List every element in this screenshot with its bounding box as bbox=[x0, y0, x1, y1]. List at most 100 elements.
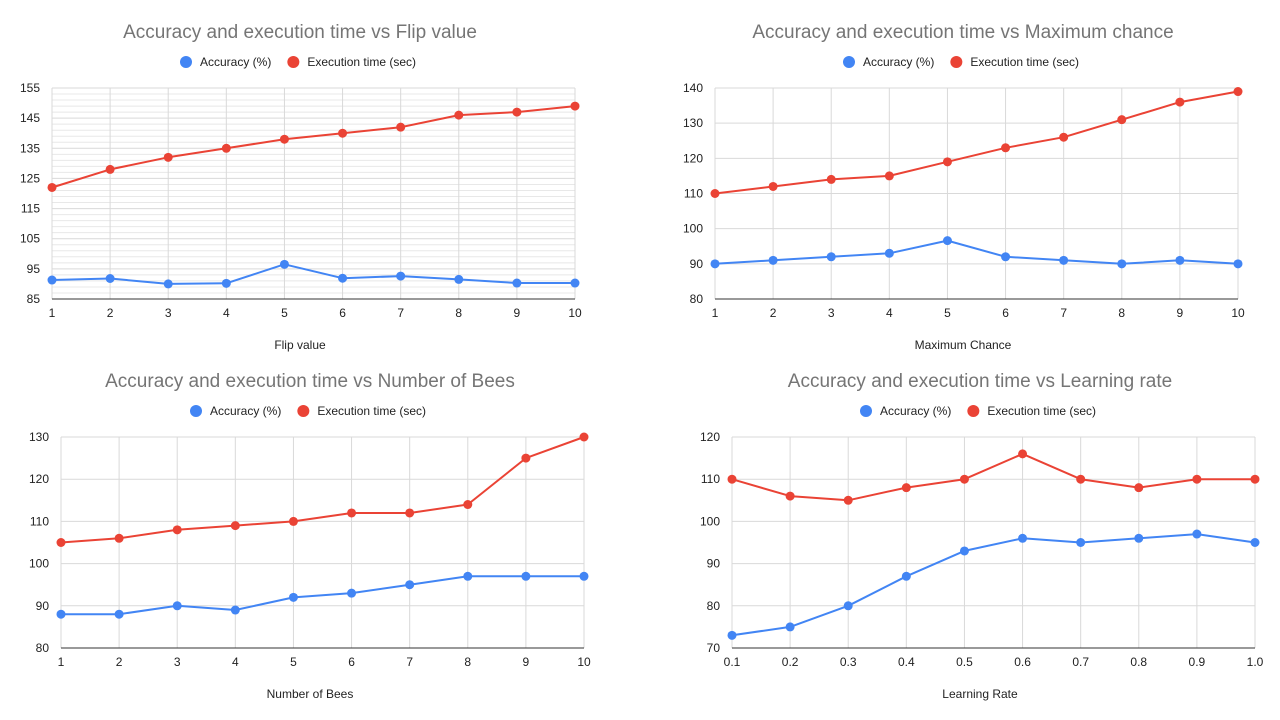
data-point-execution-time bbox=[512, 107, 522, 117]
x-tick-label: 8 bbox=[464, 655, 471, 669]
x-tick-label: 5 bbox=[281, 306, 288, 320]
legend-label-execution-time: Execution time (sec) bbox=[317, 404, 426, 418]
x-tick-label: 8 bbox=[455, 306, 462, 320]
x-tick-label: 4 bbox=[232, 655, 239, 669]
x-tick-label: 1 bbox=[712, 306, 719, 320]
data-point-accuracy bbox=[1250, 538, 1260, 547]
data-point-execution-time bbox=[1250, 474, 1260, 484]
x-tick-label: 0.7 bbox=[1072, 655, 1089, 669]
data-point-accuracy bbox=[405, 580, 415, 590]
data-point-execution-time bbox=[901, 483, 911, 493]
x-tick-label: 9 bbox=[523, 655, 530, 669]
x-tick-label: 3 bbox=[828, 306, 835, 320]
legend-label-accuracy: Accuracy (%) bbox=[863, 55, 934, 69]
x-tick-label: 5 bbox=[944, 306, 951, 320]
data-point-execution-time bbox=[1117, 115, 1127, 125]
series-line-accuracy bbox=[714, 239, 1239, 265]
x-tick-label: 0.5 bbox=[956, 655, 973, 669]
y-tick-label: 90 bbox=[690, 257, 704, 271]
data-point-execution-time bbox=[768, 181, 778, 191]
y-tick-label: 100 bbox=[700, 514, 720, 528]
data-point-execution-time bbox=[579, 432, 589, 442]
data-point-execution-time bbox=[710, 189, 720, 198]
series-line-execution-time bbox=[731, 452, 1255, 502]
y-tick-label: 110 bbox=[701, 472, 720, 486]
data-point-execution-time bbox=[1134, 483, 1144, 493]
legend-marker-accuracy bbox=[180, 56, 192, 68]
data-point-execution-time bbox=[843, 495, 853, 505]
legend-marker-accuracy bbox=[860, 405, 872, 417]
data-point-accuracy bbox=[768, 255, 778, 265]
x-tick-label: 9 bbox=[1177, 306, 1184, 320]
data-point-accuracy bbox=[221, 278, 231, 288]
data-point-execution-time bbox=[105, 164, 115, 174]
data-point-accuracy bbox=[1001, 252, 1011, 262]
data-point-accuracy bbox=[843, 601, 853, 611]
data-point-execution-time bbox=[1233, 87, 1243, 97]
data-point-execution-time bbox=[163, 152, 173, 162]
data-point-execution-time bbox=[942, 157, 952, 167]
data-point-accuracy bbox=[1117, 259, 1127, 269]
series-line-accuracy bbox=[61, 575, 584, 616]
data-point-accuracy bbox=[579, 571, 589, 581]
y-tick-label: 140 bbox=[683, 81, 703, 95]
chart-3: Accuracy and execution time vs Number of… bbox=[29, 371, 591, 701]
data-point-execution-time bbox=[47, 182, 57, 192]
x-tick-label: 7 bbox=[1060, 306, 1067, 320]
data-point-accuracy bbox=[230, 605, 240, 615]
legend-marker-execution-time bbox=[967, 405, 980, 417]
data-point-accuracy bbox=[521, 571, 531, 581]
x-tick-label: 10 bbox=[568, 306, 582, 320]
y-tick-label: 130 bbox=[29, 430, 49, 444]
x-tick-label: 7 bbox=[397, 306, 404, 320]
y-tick-label: 80 bbox=[36, 641, 50, 655]
x-tick-label: 6 bbox=[1002, 306, 1009, 320]
data-point-accuracy bbox=[338, 273, 348, 283]
series-line-execution-time bbox=[714, 90, 1239, 195]
x-tick-label: 0.1 bbox=[724, 655, 741, 669]
chart-4: Accuracy and execution time vs Learning … bbox=[700, 371, 1264, 701]
x-tick-label: 10 bbox=[577, 655, 591, 669]
data-point-execution-time bbox=[727, 474, 737, 484]
chart-1: Accuracy and execution time vs Flip valu… bbox=[20, 22, 582, 352]
y-tick-label: 80 bbox=[707, 599, 721, 613]
x-tick-label: 2 bbox=[770, 306, 777, 320]
x-axis-title: Learning Rate bbox=[942, 687, 1018, 701]
y-tick-label: 90 bbox=[707, 557, 721, 571]
data-point-accuracy bbox=[279, 259, 289, 269]
data-point-accuracy bbox=[512, 278, 522, 288]
legend-label-accuracy: Accuracy (%) bbox=[210, 404, 281, 418]
data-point-execution-time bbox=[1175, 97, 1185, 107]
data-point-accuracy bbox=[1076, 538, 1086, 547]
data-point-execution-time bbox=[1192, 474, 1202, 484]
data-point-execution-time bbox=[521, 453, 531, 463]
legend-marker-accuracy bbox=[190, 405, 202, 417]
x-tick-label: 10 bbox=[1231, 306, 1245, 320]
data-point-accuracy bbox=[56, 609, 66, 619]
chart-title: Accuracy and execution time vs Number of… bbox=[105, 371, 515, 392]
y-tick-label: 95 bbox=[27, 262, 41, 276]
data-point-execution-time bbox=[570, 101, 580, 111]
legend-label-execution-time: Execution time (sec) bbox=[987, 404, 1096, 418]
data-point-accuracy bbox=[1192, 529, 1202, 539]
y-tick-label: 120 bbox=[700, 430, 720, 444]
x-tick-label: 9 bbox=[514, 306, 521, 320]
data-point-execution-time bbox=[405, 508, 415, 518]
data-point-execution-time bbox=[884, 171, 894, 181]
x-tick-label: 0.6 bbox=[1014, 655, 1031, 669]
x-tick-label: 2 bbox=[116, 655, 123, 669]
data-point-accuracy bbox=[901, 571, 911, 581]
data-point-execution-time bbox=[114, 533, 124, 543]
data-point-accuracy bbox=[47, 275, 57, 285]
data-point-accuracy bbox=[1233, 259, 1243, 269]
x-tick-label: 8 bbox=[1118, 306, 1125, 320]
x-tick-label: 4 bbox=[886, 306, 893, 320]
data-point-accuracy bbox=[727, 630, 737, 640]
y-tick-label: 100 bbox=[683, 222, 703, 236]
y-tick-label: 145 bbox=[20, 111, 40, 125]
y-tick-label: 155 bbox=[20, 81, 40, 95]
x-axis-title: Number of Bees bbox=[267, 687, 354, 701]
data-point-accuracy bbox=[959, 546, 969, 556]
y-tick-label: 130 bbox=[683, 116, 703, 130]
